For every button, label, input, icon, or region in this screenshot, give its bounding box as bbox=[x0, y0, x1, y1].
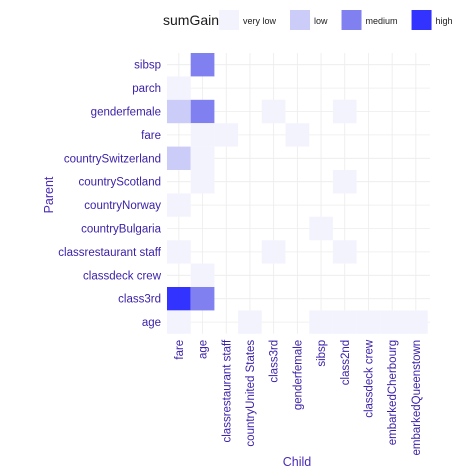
cell-fare-classrestaurant-staff bbox=[214, 123, 239, 147]
cell-countrynorway-fare bbox=[167, 193, 191, 217]
x-tick-label: age bbox=[198, 340, 210, 359]
x-tick-label: genderfemale bbox=[292, 340, 304, 410]
cell-parch-fare bbox=[167, 76, 191, 100]
cell-genderfemale-class2nd bbox=[332, 99, 357, 124]
x-tick-label: countryUnited States bbox=[245, 340, 257, 447]
cell-age-fare bbox=[167, 310, 191, 334]
cell-age-class2nd bbox=[332, 310, 357, 334]
cell-countryswitzerland-fare bbox=[167, 146, 191, 170]
y-tick-label: classrestaurant staff bbox=[58, 247, 162, 259]
x-axis-title: Child bbox=[283, 455, 312, 469]
y-tick-label: class3rd bbox=[118, 294, 161, 306]
legend-swatch-high bbox=[411, 10, 432, 30]
cell-classrestaurant-staff-class2nd bbox=[332, 240, 357, 264]
x-tick-label: embarkedQueenstown bbox=[411, 340, 423, 456]
y-tick-label: fare bbox=[141, 130, 161, 142]
y-tick-label: countryScotland bbox=[79, 177, 161, 189]
legend: sumGain very low low medium high bbox=[163, 10, 453, 30]
legend-label-low: low bbox=[314, 16, 328, 26]
y-tick-label: genderfemale bbox=[91, 107, 161, 119]
x-tick-label: sibsp bbox=[316, 340, 328, 367]
legend-items: very low low medium high bbox=[219, 10, 453, 30]
y-tick-label: sibsp bbox=[134, 60, 161, 72]
y-tick-label: classdeck crew bbox=[83, 270, 162, 282]
x-tick-label: class3rd bbox=[269, 340, 281, 383]
cell-age-embarkedcherbourg bbox=[380, 310, 404, 334]
cell-countrybulgaria-sibsp bbox=[309, 216, 333, 241]
heatmap-cells bbox=[167, 53, 428, 334]
y-tick-label: countryBulgaria bbox=[81, 224, 162, 236]
cell-age-classdeck-crew bbox=[356, 310, 381, 334]
cell-countryscotland-age bbox=[190, 170, 215, 194]
y-tick-labels: sibsp parch genderfemale fare countrySwitzer… bbox=[58, 60, 162, 329]
cell-age-countryunited-states bbox=[238, 310, 262, 334]
cell-age-sibsp bbox=[309, 310, 333, 334]
legend-swatch-medium bbox=[341, 10, 362, 30]
x-tick-label: fare bbox=[174, 340, 186, 360]
cell-genderfemale-class3rd bbox=[261, 99, 286, 124]
cell-genderfemale-fare bbox=[167, 99, 191, 124]
legend-label-very-low: very low bbox=[243, 16, 277, 26]
y-tick-label: countrySwitzerland bbox=[64, 153, 161, 165]
legend-swatch-low bbox=[290, 10, 311, 30]
x-tick-labels: fare age classrestaurant staff countryUnite… bbox=[174, 339, 423, 456]
cell-class3rd-fare bbox=[167, 287, 191, 311]
cell-classrestaurant-staff-class3rd bbox=[261, 240, 286, 264]
x-tick-label: class2nd bbox=[340, 340, 352, 385]
legend-title: sumGain bbox=[163, 12, 219, 28]
cell-countryswitzerland-age bbox=[190, 146, 215, 170]
cell-classdeck-crew-age bbox=[190, 263, 215, 287]
cell-fare-age bbox=[190, 123, 215, 147]
x-tick-label: embarkedCherbourg bbox=[387, 340, 399, 445]
x-tick-label: classrestaurant staff bbox=[221, 339, 233, 443]
y-axis-title: Parent bbox=[42, 176, 56, 213]
legend-swatch-very-low bbox=[219, 10, 239, 30]
cell-class3rd-age bbox=[190, 287, 215, 311]
y-tick-label: age bbox=[142, 317, 161, 329]
legend-label-medium: medium bbox=[366, 16, 398, 26]
y-tick-label: countryNorway bbox=[84, 200, 161, 212]
legend-label-high: high bbox=[436, 16, 453, 26]
cell-genderfemale-age bbox=[190, 99, 215, 124]
y-tick-label: parch bbox=[132, 83, 161, 95]
cell-countryscotland-class2nd bbox=[332, 170, 357, 194]
cell-fare-genderfemale bbox=[285, 123, 310, 147]
x-tick-label: classdeck crew bbox=[363, 339, 375, 418]
cell-sibsp-age bbox=[190, 53, 215, 77]
cell-classrestaurant-staff-fare bbox=[167, 240, 191, 264]
cell-age-embarkedqueenstown bbox=[404, 310, 428, 334]
